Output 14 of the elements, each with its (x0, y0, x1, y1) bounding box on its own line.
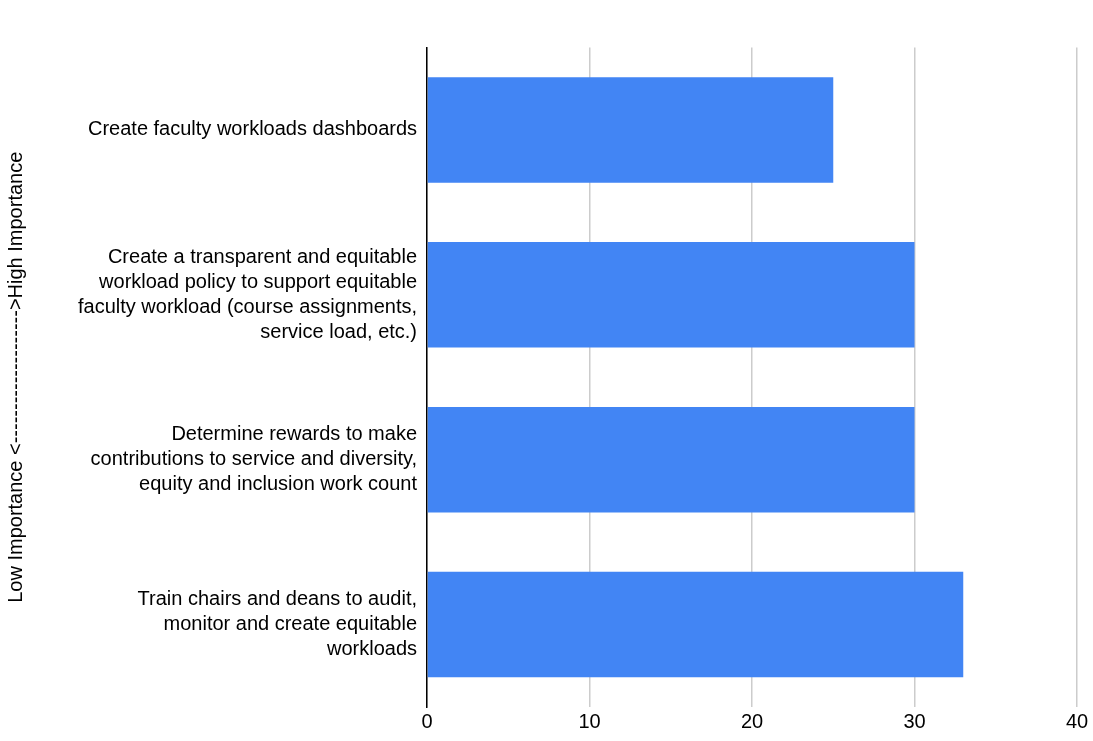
bar (427, 77, 834, 183)
x-tick-label: 20 (740, 709, 764, 732)
y-tick-label: Create faculty workloads dashboards (87, 117, 418, 140)
bar (427, 242, 915, 348)
bar (427, 571, 964, 678)
y-tick-label: Create a transparent and equitable workload policy to support equitable faculty workload (course assignments, service load, etc.) (77, 244, 418, 342)
x-tick-label: 10 (578, 709, 601, 732)
y-axis-title: Low Importance <-------------------->High Importance (3, 151, 26, 603)
bar (427, 406, 915, 513)
x-tick-label: 40 (1065, 709, 1089, 732)
x-tick-label: 30 (903, 709, 926, 732)
x-tick-label: 0 (421, 709, 433, 732)
y-tick-label: Train chairs and deans to audit, monitor and create equitable workloads (137, 587, 418, 660)
y-tick-label: Determine rewards to make contributions to service and diversity, equity and inclusion work count (90, 422, 418, 495)
